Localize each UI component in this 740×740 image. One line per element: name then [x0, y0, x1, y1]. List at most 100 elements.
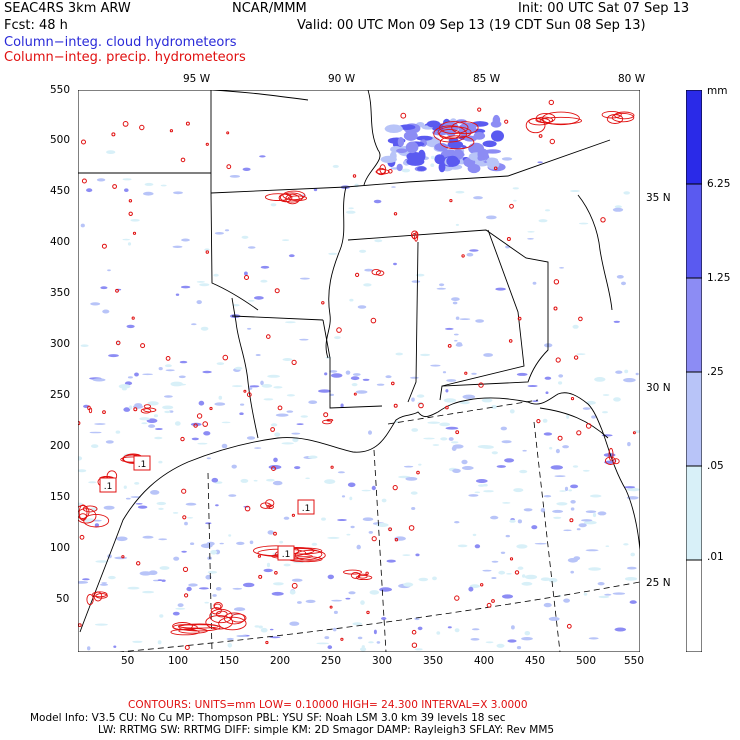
cloud-cell: [172, 245, 183, 248]
cloud-cell: [147, 401, 159, 406]
cloud-cell: [613, 397, 621, 402]
cloud-cell: [502, 502, 511, 504]
cloud-cell: [294, 466, 301, 470]
precip-contour: [81, 139, 86, 145]
cloud-cell: [263, 398, 274, 401]
cloud-cell: [585, 400, 596, 405]
cloud-cell: [613, 320, 620, 323]
cloud-cell: [186, 586, 192, 592]
cloud-cell: [455, 190, 465, 194]
cloud-cell: [578, 523, 587, 528]
cloud-cell: [348, 207, 354, 210]
cloud-cell: [570, 500, 576, 504]
cloud-cell: [345, 597, 351, 600]
cloud-cell: [630, 552, 635, 557]
cloud-cell: [318, 389, 331, 393]
precip-contour: [576, 430, 582, 436]
precip-contour: [418, 402, 424, 409]
cloud-cell: [263, 568, 273, 573]
cloud-cell: [540, 508, 546, 513]
lon-label: 80 W: [618, 73, 646, 85]
cloud-cell: [389, 151, 397, 161]
precip-contour: [376, 167, 386, 176]
cloud-cell: [381, 617, 387, 620]
cloud-cell: [555, 448, 560, 454]
cloud-cell: [473, 132, 486, 140]
cloud-cell: [474, 491, 481, 494]
cloud-cell: [583, 520, 597, 525]
precip-contour: [86, 593, 94, 606]
cloud-cell: [481, 398, 493, 403]
cloud-cell: [329, 393, 334, 396]
cloud-cell: [125, 497, 131, 500]
cloud-cell: [333, 610, 338, 615]
cloud-cell: [543, 602, 552, 608]
cloud-cell: [229, 175, 241, 178]
cloud-cell: [130, 496, 142, 498]
cloud-cell: [139, 571, 152, 576]
precip-contour: [509, 557, 514, 561]
precip-contour: [393, 212, 398, 216]
y-tick-label: 500: [50, 134, 71, 146]
precip-contour: [291, 513, 295, 517]
cloud-cell: [282, 239, 290, 242]
x-tick-label: 400: [474, 655, 495, 667]
precip-contour: [553, 306, 558, 311]
cloud-cell: [299, 338, 309, 341]
cloud-cell: [576, 528, 581, 531]
cloud-cell: [132, 640, 143, 643]
cloud-cell: [159, 614, 164, 618]
precip-contour: [321, 301, 325, 305]
precip-contour: [266, 334, 271, 339]
organization-label: NCAR/MMM: [232, 1, 307, 16]
precip-contour: [411, 629, 417, 635]
cloud-cell: [191, 323, 197, 326]
cloud-cell: [313, 188, 318, 192]
contour-label: .1: [302, 504, 311, 514]
cloud-cell: [411, 507, 416, 510]
cloud-cell: [352, 373, 361, 376]
cloud-cell: [154, 436, 163, 440]
cloud-cell: [350, 376, 360, 381]
cloud-cell: [160, 184, 167, 187]
precip-contour: [375, 169, 390, 175]
cloud-cell: [405, 141, 419, 154]
cloud-cell: [484, 149, 502, 154]
lat-label: 35 N: [646, 192, 671, 204]
cloud-cell: [524, 574, 538, 580]
cloud-cell: [100, 286, 108, 290]
precip-contour: [87, 405, 91, 411]
cloud-cell: [94, 623, 108, 626]
precip-contour: [78, 513, 88, 521]
precip-contour: [352, 174, 357, 178]
cloud-cell: [471, 372, 477, 375]
cloud-cell: [612, 207, 624, 212]
precip-contour: [433, 125, 467, 143]
cloud-cell: [623, 543, 629, 546]
cloud-cell: [300, 415, 308, 418]
precip-contour: [140, 408, 152, 414]
precip-contour: [585, 423, 592, 429]
cloud-cell: [470, 638, 480, 641]
cloud-cell: [254, 625, 260, 628]
cloud-cell: [485, 641, 494, 644]
cloud-cell: [327, 574, 334, 580]
cloud-cell: [402, 554, 411, 556]
cloud-cell: [210, 550, 218, 555]
cloud-cell: [491, 130, 504, 142]
cloud-cell: [570, 507, 575, 511]
cloud-cell: [396, 163, 403, 172]
y-tick-label: 450: [50, 185, 71, 197]
cloud-cell: [232, 304, 240, 307]
cloud-cell: [430, 155, 435, 160]
cloud-cell: [289, 590, 296, 595]
cloud-cell: [498, 570, 506, 575]
cloud-cell: [472, 533, 477, 537]
x-tick-label: 550: [624, 655, 645, 667]
cloud-cell: [416, 394, 425, 398]
cloud-cell: [232, 587, 243, 590]
cloud-cell: [292, 437, 299, 443]
cloud-cell: [355, 390, 368, 394]
x-tick-label: 250: [321, 655, 342, 667]
